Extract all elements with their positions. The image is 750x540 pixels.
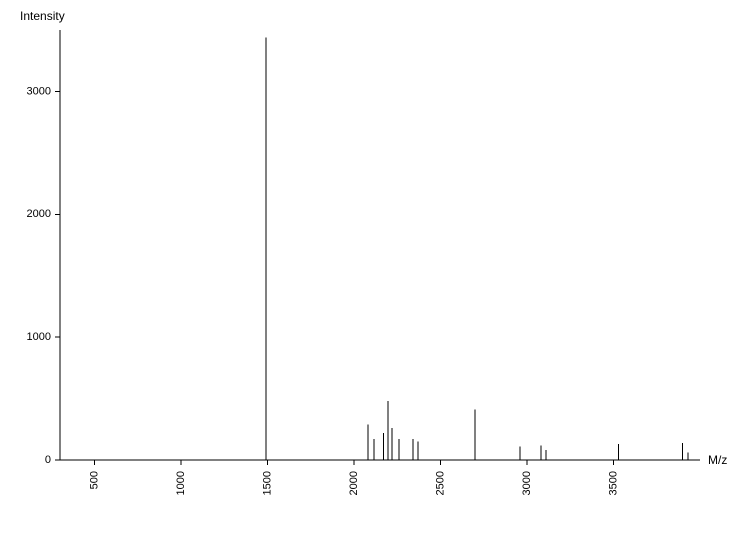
x-tick-label: 1000 [175, 471, 187, 495]
x-tick-label: 1500 [261, 471, 273, 495]
x-tick-label: 2000 [348, 471, 360, 495]
x-tick-label: 3000 [521, 471, 533, 495]
y-tick-label: 3000 [27, 85, 51, 97]
x-axis-title: M/z [708, 453, 727, 467]
x-tick-label: 3500 [607, 471, 619, 495]
y-axis-title: Intensity [20, 9, 65, 23]
spectrum-svg: 0 1000 2000 3000 500 1000 1500 2000 2500 3000 3500… [0, 0, 750, 540]
y-tick-label: 0 [45, 454, 51, 466]
x-tick-label: 2500 [434, 471, 446, 495]
mass-spectrum-chart: 0 1000 2000 3000 500 1000 1500 2000 2500 3000 3500… [0, 0, 750, 540]
y-tick-label: 1000 [27, 331, 51, 343]
x-tick-label: 500 [89, 471, 101, 489]
y-tick-label: 2000 [27, 208, 51, 220]
